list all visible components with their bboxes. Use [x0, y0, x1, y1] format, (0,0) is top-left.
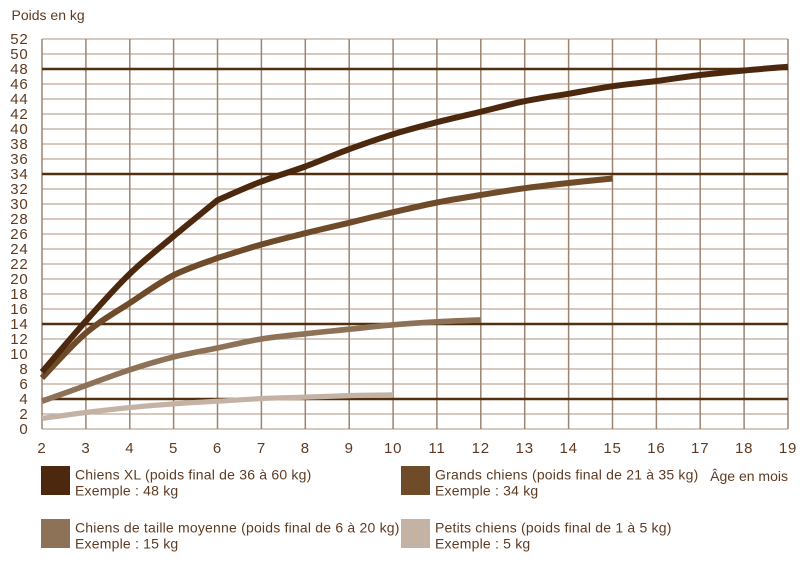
svg-text:Chiens de taille moyenne (poid: Chiens de taille moyenne (poids final de…	[75, 519, 400, 535]
svg-text:12: 12	[10, 331, 28, 348]
svg-text:2: 2	[19, 406, 28, 423]
svg-text:0: 0	[19, 421, 28, 438]
svg-text:11: 11	[428, 440, 445, 457]
svg-text:3: 3	[81, 440, 90, 457]
svg-text:8: 8	[19, 361, 28, 378]
svg-text:Exemple : 48 kg: Exemple : 48 kg	[75, 482, 178, 498]
svg-text:10: 10	[10, 346, 28, 363]
svg-text:18: 18	[10, 286, 28, 303]
svg-text:Âge en mois: Âge en mois	[710, 468, 788, 484]
svg-text:12: 12	[472, 440, 490, 457]
svg-text:50: 50	[10, 46, 28, 63]
svg-text:28: 28	[10, 211, 28, 228]
svg-text:17: 17	[691, 440, 709, 457]
svg-text:Petits chiens (poids final de: Petits chiens (poids final de 1 à 5 kg)	[435, 519, 672, 535]
svg-text:34: 34	[10, 166, 28, 183]
svg-text:9: 9	[345, 440, 354, 457]
svg-text:26: 26	[10, 226, 28, 243]
svg-text:48: 48	[10, 61, 28, 78]
svg-text:6: 6	[19, 376, 28, 393]
svg-text:10: 10	[384, 440, 402, 457]
svg-text:24: 24	[10, 241, 28, 258]
svg-text:14: 14	[559, 440, 577, 457]
svg-text:7: 7	[257, 440, 266, 457]
svg-text:Exemple : 15 kg: Exemple : 15 kg	[75, 535, 178, 551]
svg-text:8: 8	[301, 440, 310, 457]
svg-text:13: 13	[516, 440, 534, 457]
svg-text:36: 36	[10, 151, 28, 168]
svg-text:22: 22	[10, 256, 28, 273]
svg-text:15: 15	[603, 440, 621, 457]
svg-text:38: 38	[10, 136, 28, 153]
svg-text:4: 4	[19, 391, 28, 408]
svg-text:44: 44	[10, 91, 28, 108]
svg-text:Grands chiens (poids final de: Grands chiens (poids final de 21 à 35 kg…	[435, 466, 698, 482]
svg-text:Exemple : 5 kg: Exemple : 5 kg	[435, 535, 530, 551]
svg-text:30: 30	[10, 196, 28, 213]
svg-text:16: 16	[647, 440, 665, 457]
svg-text:52: 52	[10, 31, 28, 48]
svg-text:20: 20	[10, 271, 28, 288]
svg-text:5: 5	[169, 440, 178, 457]
svg-text:2: 2	[37, 440, 46, 457]
svg-text:46: 46	[10, 76, 28, 93]
svg-text:19: 19	[779, 440, 797, 457]
svg-text:6: 6	[213, 440, 222, 457]
svg-text:16: 16	[10, 301, 28, 318]
svg-text:Poids en kg: Poids en kg	[12, 7, 85, 23]
svg-text:Chiens XL (poids final de 36 à: Chiens XL (poids final de 36 à 60 kg)	[75, 466, 311, 482]
svg-text:4: 4	[125, 440, 134, 457]
svg-text:18: 18	[735, 440, 753, 457]
svg-text:40: 40	[10, 121, 28, 138]
svg-text:14: 14	[10, 316, 28, 333]
svg-text:32: 32	[10, 181, 28, 198]
svg-text:42: 42	[10, 106, 28, 123]
svg-text:Exemple : 34 kg: Exemple : 34 kg	[435, 482, 538, 498]
